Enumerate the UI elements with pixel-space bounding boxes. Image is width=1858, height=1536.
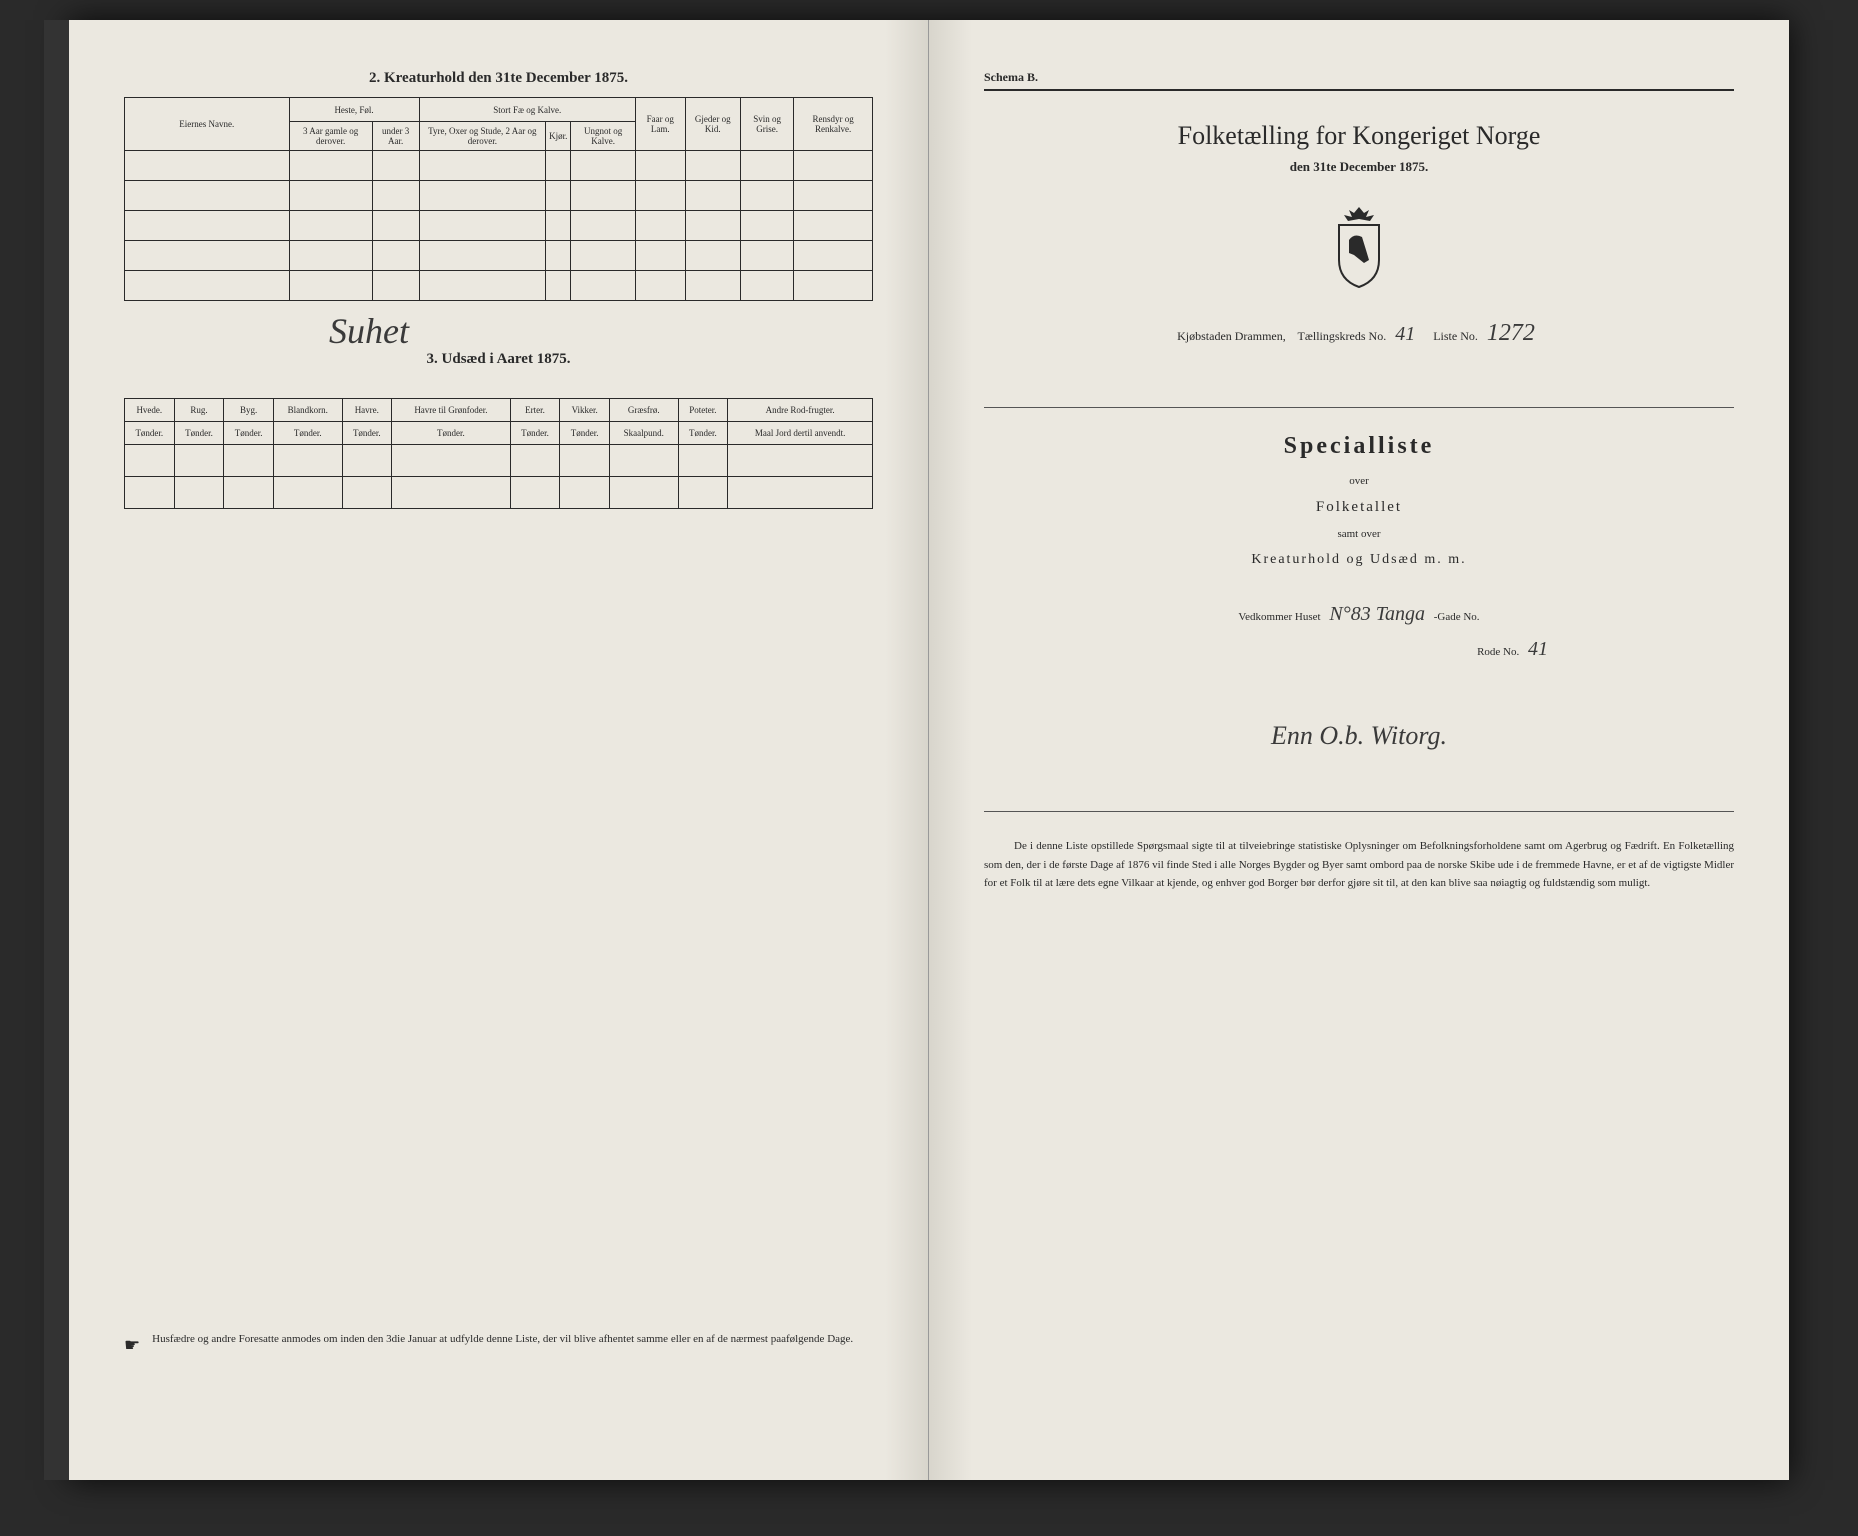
title-date: den 31te December 1875. bbox=[984, 159, 1734, 175]
col-unit: Maal Jord dertil anvendt. bbox=[728, 422, 873, 445]
table-row bbox=[125, 271, 873, 301]
col-heste-a: 3 Aar gamle og derover. bbox=[289, 122, 372, 151]
col-header: Rug. bbox=[174, 399, 224, 422]
col-header: Andre Rod-frugter. bbox=[728, 399, 873, 422]
kjobstad-label: Kjøbstaden Drammen, bbox=[1177, 329, 1286, 343]
table-row bbox=[125, 151, 873, 181]
handwritten-signature-1: Suhet bbox=[329, 310, 409, 352]
kreds-label: Tællingskreds No. bbox=[1298, 329, 1387, 343]
divider bbox=[984, 407, 1734, 408]
rode-number-handwritten: 41 bbox=[1522, 638, 1554, 660]
col-rensdyr: Rensdyr og Renkalve. bbox=[794, 98, 873, 151]
bottom-paragraph: De i denne Liste opstillede Spørgsmaal s… bbox=[984, 837, 1734, 893]
left-page: 2. Kreaturhold den 31te December 1875. E… bbox=[69, 20, 929, 1480]
col-unit: Tønder. bbox=[273, 422, 342, 445]
col-unit: Tønder. bbox=[510, 422, 560, 445]
col-header: Græsfrø. bbox=[610, 399, 679, 422]
book-spread: 2. Kreaturhold den 31te December 1875. E… bbox=[69, 20, 1789, 1480]
samt-label: samt over bbox=[984, 528, 1734, 540]
section2-title: 2. Kreaturhold den 31te December 1875. bbox=[124, 70, 873, 87]
pointing-hand-icon: ☛ bbox=[124, 1331, 140, 1360]
coat-of-arms-icon bbox=[984, 205, 1734, 300]
col-svin: Svin og Grise. bbox=[740, 98, 793, 151]
table-row bbox=[125, 445, 873, 477]
col-stort-group: Stort Fæ og Kalve. bbox=[419, 98, 635, 122]
col-unit: Tønder. bbox=[342, 422, 392, 445]
schema-label: Schema B. bbox=[984, 70, 1734, 91]
binding-edge bbox=[44, 20, 69, 1480]
col-unit: Tønder. bbox=[125, 422, 175, 445]
col-heste-b: under 3 Aar. bbox=[372, 122, 419, 151]
section3-title: 3. Udsæd i Aaret 1875. bbox=[124, 351, 873, 368]
col-header: Byg. bbox=[224, 399, 274, 422]
table-subheader-row: Tønder.Tønder.Tønder.Tønder.Tønder.Tønde… bbox=[125, 422, 873, 445]
divider bbox=[984, 811, 1734, 812]
gade-label: -Gade No. bbox=[1434, 611, 1480, 623]
col-unit: Tønder. bbox=[678, 422, 728, 445]
kreds-number-handwritten: 41 bbox=[1389, 323, 1421, 345]
folketallet-label: Folketallet bbox=[984, 499, 1734, 516]
footer-note: ☛ Husfædre og andre Foresatte anmodes om… bbox=[124, 1331, 873, 1360]
col-heste-group: Heste, Føl. bbox=[289, 98, 419, 122]
kreds-line: Kjøbstaden Drammen, Tællingskreds No. 41… bbox=[984, 320, 1734, 347]
udsaed-table: Hvede.Rug.Byg.Blandkorn.Havre.Havre til … bbox=[124, 398, 873, 509]
main-signature-handwritten: Enn O.b. Witorg. bbox=[1265, 721, 1453, 750]
vedkom-label: Vedkommer Huset bbox=[1238, 611, 1320, 623]
col-stort-a: Tyre, Oxer og Stude, 2 Aar og derover. bbox=[419, 122, 546, 151]
liste-number-handwritten: 1272 bbox=[1481, 320, 1541, 346]
rode-label: Rode No. bbox=[1477, 646, 1519, 658]
col-header: Havre til Grønfoder. bbox=[392, 399, 511, 422]
over-label: over bbox=[984, 475, 1734, 487]
main-title: Folketælling for Kongeriget Norge bbox=[984, 121, 1734, 151]
col-header: Erter. bbox=[510, 399, 560, 422]
col-header: Blandkorn. bbox=[273, 399, 342, 422]
kreaturhold-table: Eiernes Navne. Heste, Føl. Stort Fæ og K… bbox=[124, 97, 873, 301]
specialliste-title: Specialliste bbox=[984, 433, 1734, 460]
col-unit: Tønder. bbox=[392, 422, 511, 445]
kreatur-label: Kreaturhold og Udsæd m. m. bbox=[984, 552, 1734, 568]
col-faar: Faar og Lam. bbox=[635, 98, 685, 151]
col-eiernes: Eiernes Navne. bbox=[125, 98, 290, 151]
footer-text: Husfædre og andre Foresatte anmodes om i… bbox=[152, 1331, 853, 1360]
vedkommer-line: Vedkommer Huset N°83 Tanga -Gade No. bbox=[984, 603, 1734, 626]
col-header: Hvede. bbox=[125, 399, 175, 422]
liste-label: Liste No. bbox=[1433, 329, 1478, 343]
col-stort-b: Kjør. bbox=[546, 122, 571, 151]
col-unit: Skaalpund. bbox=[610, 422, 679, 445]
col-unit: Tønder. bbox=[224, 422, 274, 445]
table-row bbox=[125, 241, 873, 271]
table-row bbox=[125, 181, 873, 211]
col-header: Vikker. bbox=[560, 399, 610, 422]
table-row bbox=[125, 477, 873, 509]
col-unit: Tønder. bbox=[560, 422, 610, 445]
col-header: Havre. bbox=[342, 399, 392, 422]
signature-line: Enn O.b. Witorg. bbox=[984, 721, 1734, 751]
col-unit: Tønder. bbox=[174, 422, 224, 445]
table-row bbox=[125, 211, 873, 241]
col-header: Poteter. bbox=[678, 399, 728, 422]
col-gjeder: Gjeder og Kid. bbox=[685, 98, 740, 151]
huset-handwritten: N°83 Tanga bbox=[1323, 603, 1431, 625]
table-header-row: Hvede.Rug.Byg.Blandkorn.Havre.Havre til … bbox=[125, 399, 873, 422]
rode-line: Rode No. 41 bbox=[984, 638, 1734, 661]
col-stort-c: Ungnot og Kalve. bbox=[571, 122, 635, 151]
right-page: Schema B. Folketælling for Kongeriget No… bbox=[929, 20, 1789, 1480]
